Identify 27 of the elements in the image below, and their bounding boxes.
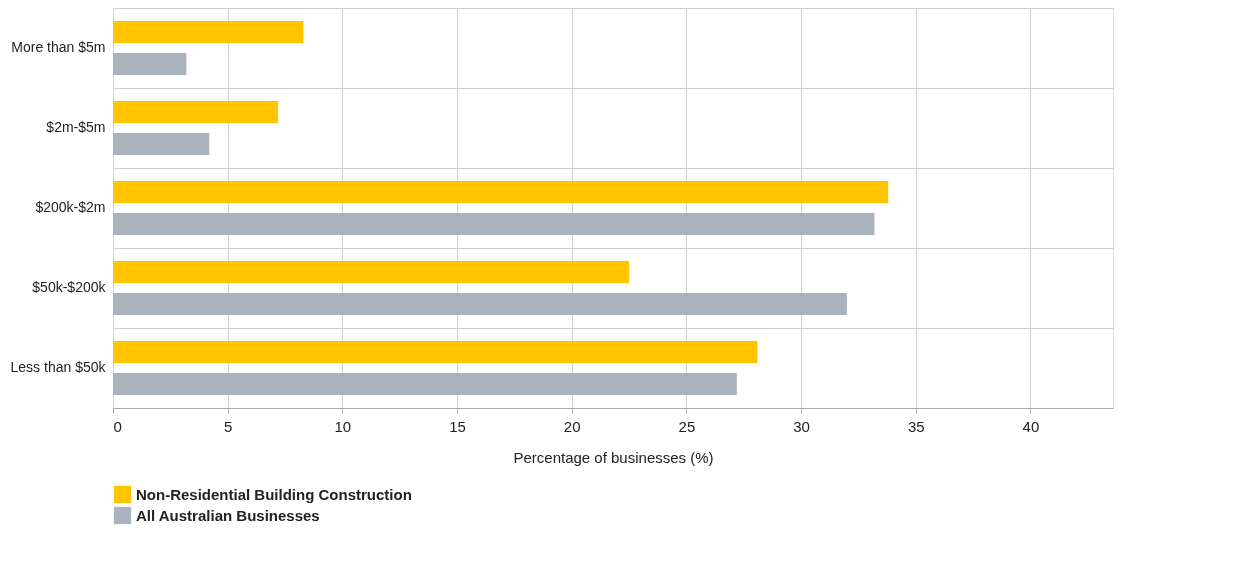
- x-tick-label: 40: [1022, 417, 1040, 435]
- x-tick-label: 15: [449, 417, 466, 435]
- bar: [113, 341, 758, 363]
- x-tick-label: 10: [334, 417, 352, 435]
- y-tick-label: $50k-$200k: [32, 279, 107, 295]
- bar: [113, 21, 304, 43]
- x-tick-label: 5: [224, 417, 233, 435]
- x-tick-label: 30: [793, 417, 810, 435]
- y-tick-label: $200k-$2m: [35, 199, 106, 215]
- x-tick-label: 35: [907, 417, 925, 435]
- y-tick-label: Less than $50k: [10, 359, 107, 375]
- x-tick-label: 0: [113, 417, 122, 435]
- bar: [113, 133, 210, 155]
- bar: [113, 213, 875, 235]
- bar: [113, 293, 847, 315]
- bar: [113, 373, 737, 395]
- bar: [113, 53, 187, 75]
- y-tick-label: $2m-$5m: [46, 119, 106, 135]
- legend-label: Non-Residential Building Construction: [136, 485, 412, 503]
- legend-label: All Australian Businesses: [136, 506, 320, 524]
- bar: [113, 261, 630, 283]
- bar: [113, 181, 889, 203]
- x-tick-label: 20: [563, 417, 581, 435]
- x-axis-title: Percentage of businesses (%): [513, 448, 714, 466]
- x-tick-label: 25: [678, 417, 696, 435]
- y-tick-label: More than $5m: [11, 39, 106, 55]
- bar: [113, 101, 279, 123]
